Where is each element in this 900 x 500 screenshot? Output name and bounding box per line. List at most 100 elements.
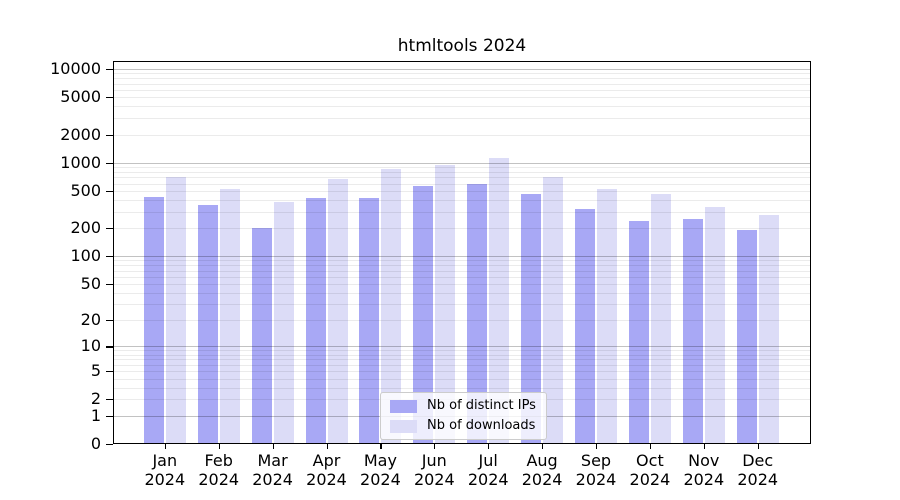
plot-area <box>113 61 811 444</box>
bar-distinct-ips-aug <box>521 194 542 444</box>
gridline-6000 <box>113 89 811 91</box>
y-tick-10000 <box>106 69 113 71</box>
y-tick-label-10: 10 <box>80 336 101 356</box>
bar-downloads-may <box>381 168 402 444</box>
bar-distinct-ips-jan <box>143 197 164 444</box>
x-tick-aug <box>542 444 544 449</box>
bar-distinct-ips-feb <box>197 205 218 444</box>
x-tick-label-sep: Sep 2024 <box>575 451 617 489</box>
bar-distinct-ips-oct <box>628 220 649 444</box>
bar-downloads-nov <box>704 206 725 444</box>
gridline-4000 <box>113 106 811 108</box>
bar-distinct-ips-nov <box>682 219 703 444</box>
gridline-10000 <box>113 69 811 71</box>
y-tick-1000 <box>106 162 113 164</box>
bar-downloads-dec <box>758 214 779 444</box>
x-tick-label-jul: Jul 2024 <box>467 451 509 489</box>
x-tick-label-apr: Apr 2024 <box>306 451 347 489</box>
y-tick-label-1000: 1000 <box>60 152 101 172</box>
x-tick-feb <box>218 444 220 449</box>
bar-downloads-jul <box>489 158 510 444</box>
y-tick-label-10000: 10000 <box>50 59 101 79</box>
x-tick-jun <box>434 444 436 449</box>
bar-distinct-ips-may <box>359 198 380 444</box>
x-tick-label-oct: Oct 2024 <box>629 451 671 489</box>
x-tick-may <box>380 444 382 449</box>
legend-label-downloads: Nb of downloads <box>427 418 536 433</box>
bar-downloads-oct <box>650 193 671 444</box>
x-tick-jan <box>164 444 166 449</box>
x-tick-label-jun: Jun 2024 <box>413 451 455 489</box>
y-tick-label-0: 0 <box>90 434 101 453</box>
x-tick-jul <box>488 444 490 449</box>
bar-distinct-ips-sep <box>575 209 595 444</box>
x-tick-mar <box>272 444 274 449</box>
gridline-9000 <box>113 73 811 75</box>
legend-item-downloads: Nb of downloads <box>390 419 536 433</box>
bar-downloads-apr <box>327 178 348 444</box>
bar-distinct-ips-mar <box>251 228 272 444</box>
x-tick-label-aug: Aug 2024 <box>521 451 563 489</box>
gridline-800 <box>113 171 811 173</box>
x-tick-sep <box>596 444 598 449</box>
legend: Nb of distinct IPs Nb of downloads <box>380 392 547 440</box>
bar-downloads-sep <box>597 188 617 444</box>
x-tick-label-feb: Feb 2024 <box>198 451 240 489</box>
bar-distinct-ips-dec <box>736 230 757 444</box>
x-tick-nov <box>703 444 705 449</box>
bar-distinct-ips-apr <box>305 198 326 444</box>
bar-downloads-mar <box>273 202 294 444</box>
legend-swatch-distinct-ips <box>390 399 417 413</box>
x-tick-label-nov: Nov 2024 <box>683 451 725 489</box>
y-tick-label-20: 20 <box>80 310 101 330</box>
gridline-3000 <box>113 118 811 120</box>
y-tick-10 <box>106 346 113 348</box>
y-tick-1 <box>106 415 113 417</box>
bar-downloads-aug <box>543 177 564 444</box>
y-tick-label-500: 500 <box>70 181 101 200</box>
y-tick-50 <box>106 284 113 286</box>
y-tick-label-2: 2 <box>90 389 101 409</box>
y-tick-5 <box>106 371 113 373</box>
x-tick-oct <box>649 444 652 449</box>
x-tick-apr <box>326 444 328 449</box>
legend-item-distinct-ips: Nb of distinct IPs <box>390 399 536 413</box>
gridline-2000 <box>113 134 811 136</box>
x-tick-dec <box>757 444 759 449</box>
gridline-8000 <box>113 78 811 80</box>
y-tick-label-100: 100 <box>70 246 101 266</box>
y-tick-label-1: 1 <box>90 405 101 425</box>
y-tick-label-5: 5 <box>90 361 101 381</box>
x-tick-label-mar: Mar 2024 <box>252 451 293 489</box>
bar-downloads-jun <box>435 164 456 444</box>
x-tick-label-jan: Jan 2024 <box>144 451 186 489</box>
legend-swatch-downloads <box>390 419 417 433</box>
bar-downloads-feb <box>219 188 240 444</box>
y-tick-100 <box>106 256 113 258</box>
gridline-600 <box>113 183 811 185</box>
chart-title: htmltools 2024 <box>397 36 527 56</box>
y-tick-label-5000: 5000 <box>60 87 101 107</box>
bar-distinct-ips-jun <box>413 185 434 444</box>
y-tick-200 <box>106 228 113 230</box>
y-tick-label-2000: 2000 <box>60 124 101 144</box>
y-tick-20 <box>106 320 113 322</box>
legend-label-distinct-ips: Nb of distinct IPs <box>427 398 536 413</box>
bar-downloads-jan <box>165 176 186 444</box>
gridline-5000 <box>113 97 811 99</box>
bar-distinct-ips-jul <box>467 183 488 444</box>
gridline-500 <box>113 191 811 192</box>
x-tick-label-dec: Dec 2024 <box>737 451 779 489</box>
y-tick-2000 <box>106 134 113 136</box>
y-tick-0 <box>106 444 113 446</box>
gridline-7000 <box>113 83 811 85</box>
gridline-1000 <box>113 162 811 164</box>
y-tick-500 <box>106 191 113 193</box>
y-tick-2 <box>106 399 113 401</box>
gridline-700 <box>113 177 811 179</box>
gridline-400 <box>113 200 811 201</box>
y-tick-5000 <box>106 97 113 99</box>
x-tick-label-may: May 2024 <box>360 451 401 489</box>
y-tick-label-200: 200 <box>70 218 101 238</box>
